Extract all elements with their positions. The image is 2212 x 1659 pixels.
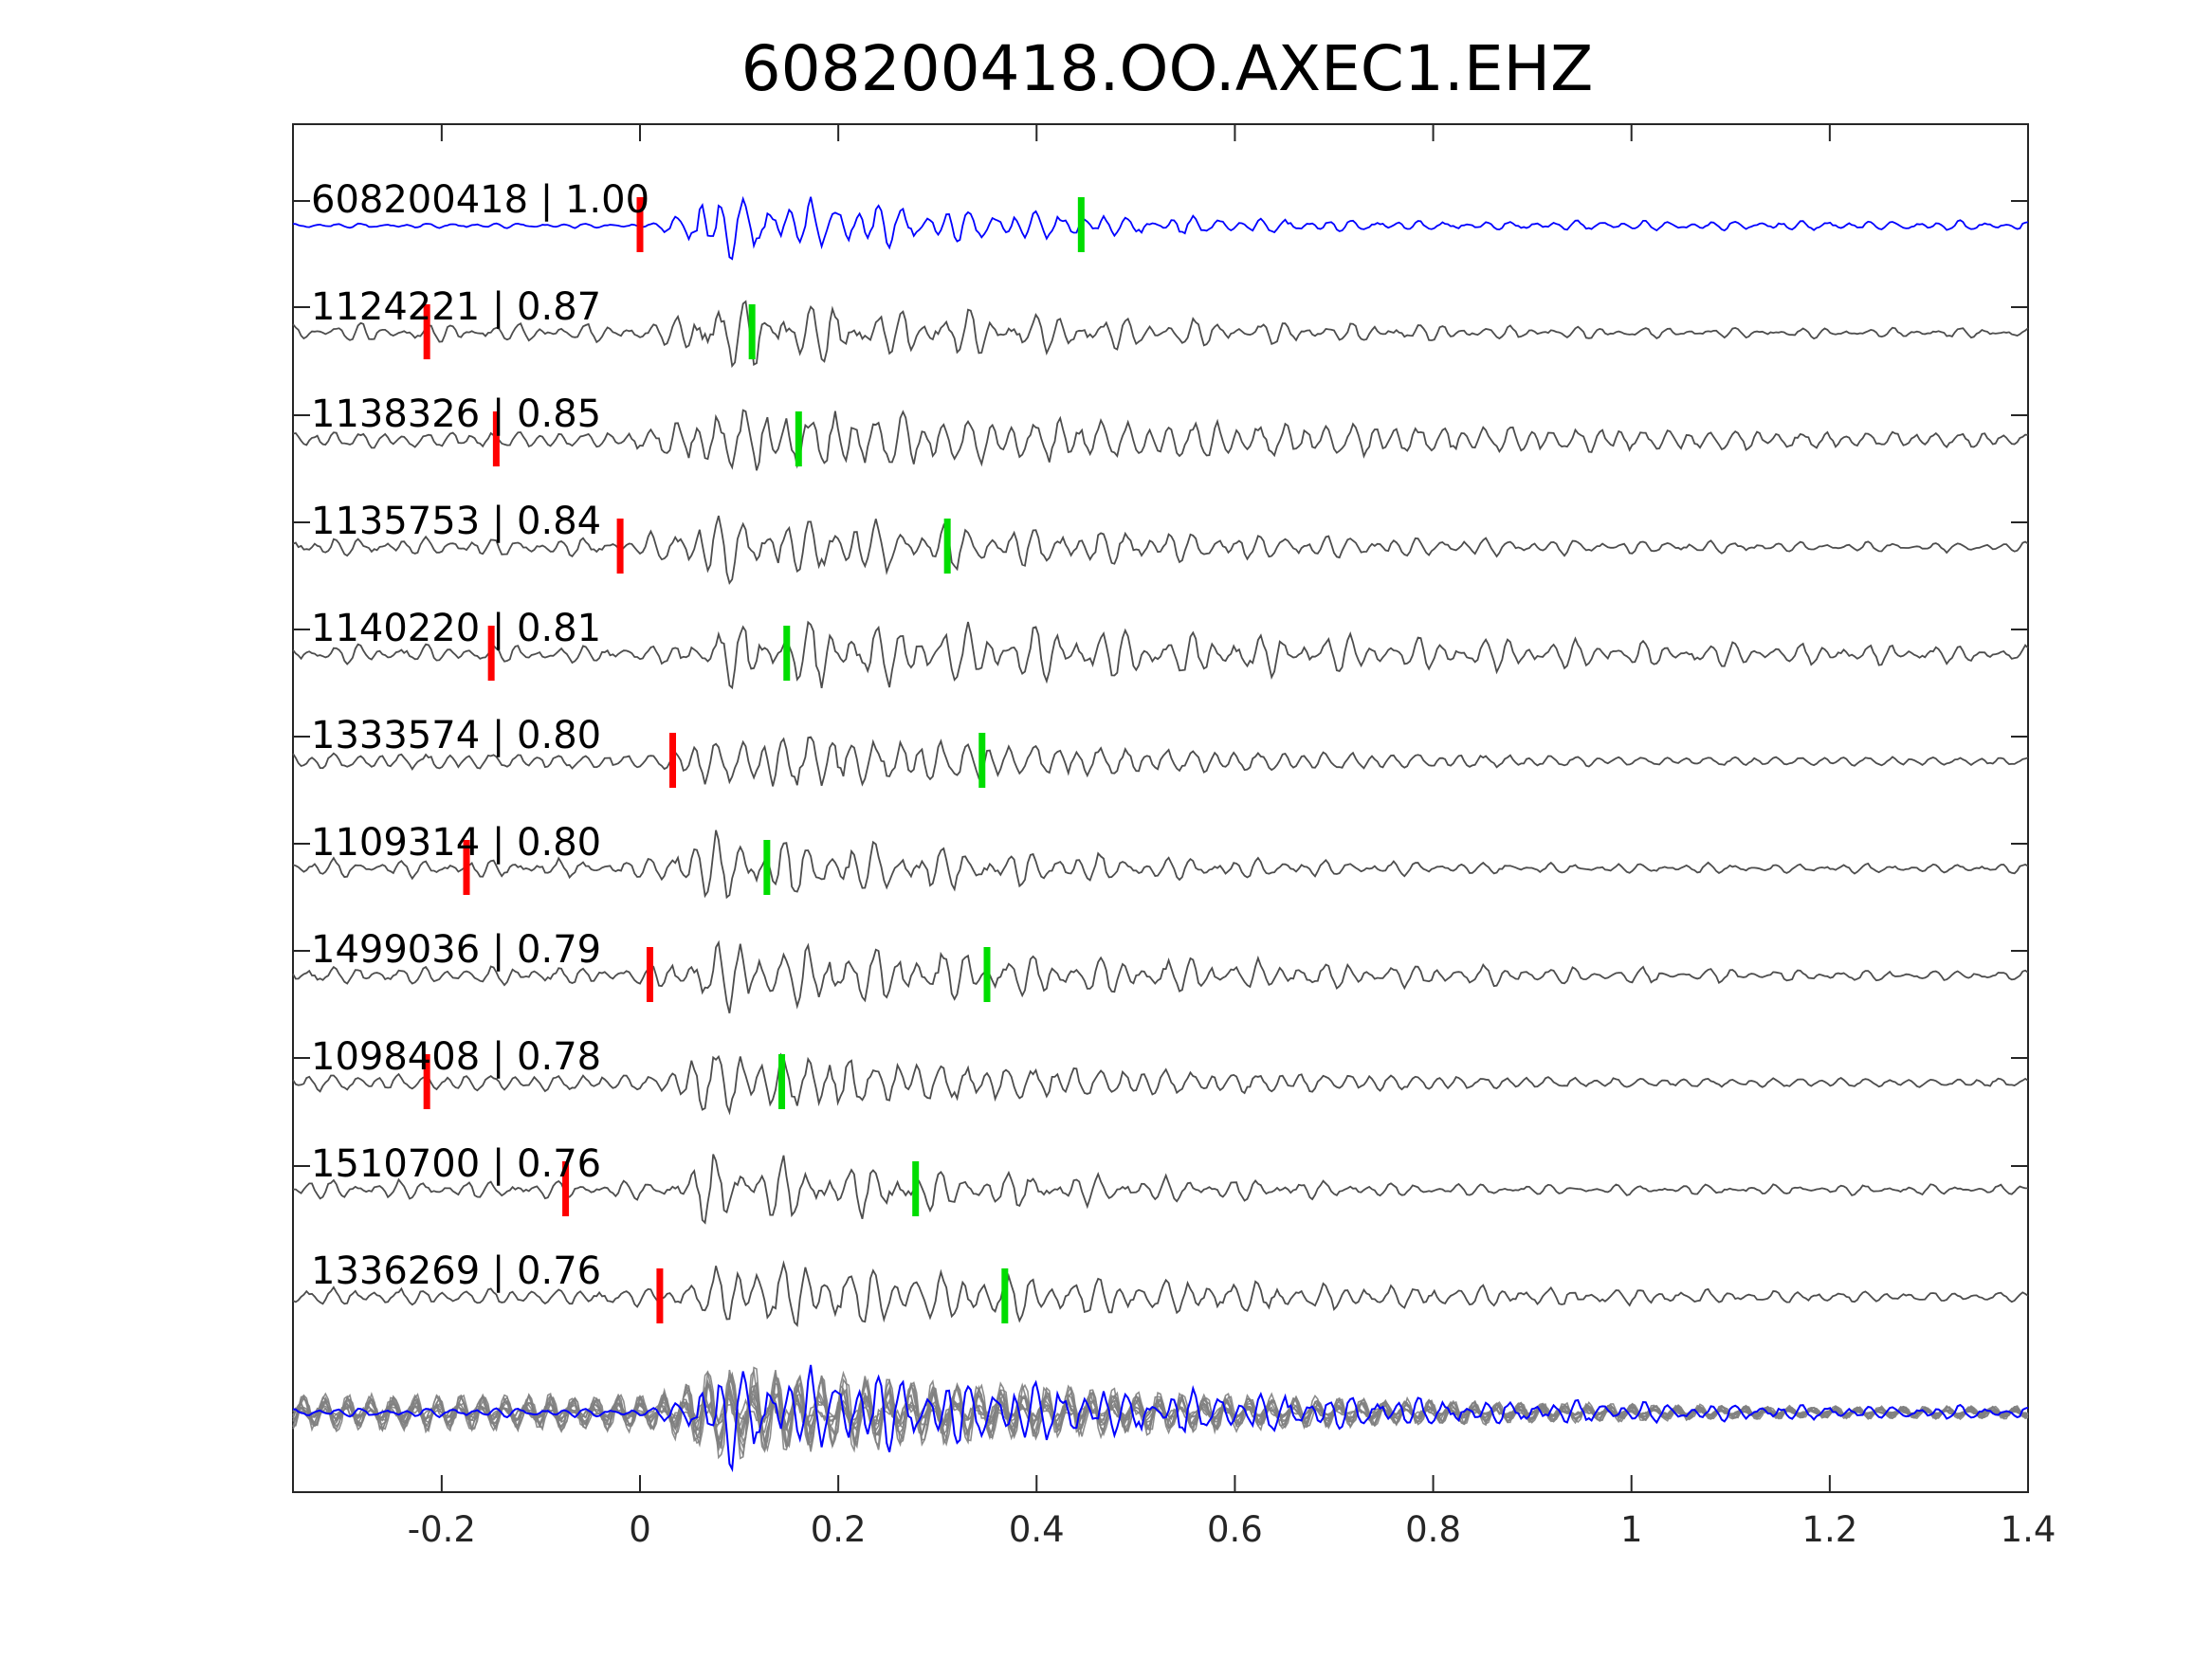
trace-10: 1336269 | 0.76 [292,1249,2029,1327]
trace-line [292,409,2029,471]
trace-line [292,939,2029,1014]
trace-3: 1135753 | 0.84 [292,500,2029,586]
trace-label: 1135753 | 0.84 [311,500,601,543]
trace-line [292,195,2029,261]
trace-4: 1140220 | 0.81 [292,607,2029,690]
trace-6: 1109314 | 0.80 [292,821,2029,900]
trace-group: 608200418 | 1.00 1124221 | 0.87 1138326 | … [292,178,2029,1327]
trace-line [292,515,2029,586]
stack-trace [292,1370,2029,1453]
trace-9: 1510700 | 0.76 [293,1142,2028,1225]
x-tick-label: 0 [629,1509,651,1550]
trace-8: 1098408 | 0.78 [292,1035,2029,1116]
trace-label: 1124221 | 0.87 [311,285,601,329]
trace-line [293,1154,2028,1225]
trace-label: 1109314 | 0.80 [311,821,601,865]
axis-ticks: -0.2 0 0.2 0.4 0.6 0.8 1 1.2 1.4 [293,124,2056,1550]
trace-5: 1333574 | 0.80 [292,714,2029,788]
axes-frame [292,123,2029,1493]
trace-label: 1510700 | 0.76 [311,1142,601,1186]
trace-line [292,620,2029,690]
trace-2: 1138326 | 0.85 [292,392,2029,471]
trace-label: 1336269 | 0.76 [311,1249,601,1293]
x-tick-label: 0.2 [811,1509,867,1550]
stack-template-trace [292,1364,2029,1473]
trace-label: 1499036 | 0.79 [311,928,601,972]
trace-7: 1499036 | 0.79 [292,928,2029,1014]
trace-line [292,830,2029,900]
trace-label: 1138326 | 0.85 [311,392,601,436]
x-tick-label: 1.2 [1801,1509,1857,1550]
trace-label: 1098408 | 0.78 [311,1035,601,1079]
trace-label: 1140220 | 0.81 [311,607,601,650]
trace-0: 608200418 | 1.00 [292,178,2029,261]
trace-label: 1333574 | 0.80 [311,714,601,757]
x-tick-label: 1.4 [2001,1509,2057,1550]
chart-title: 608200418.OO.AXEC1.EHZ [741,32,1594,105]
trace-line [292,1052,2029,1116]
trace-line [292,300,2029,369]
stack-trace [292,1373,2029,1452]
stack-panel [292,1364,2029,1473]
x-tick-label: 0.6 [1207,1509,1263,1550]
trace-line [292,1260,2029,1327]
trace-line [292,736,2029,787]
x-tick-label: 0.8 [1405,1509,1461,1550]
x-tick-label: 0.4 [1009,1509,1065,1550]
x-tick-label: -0.2 [408,1509,476,1550]
trace-label: 608200418 | 1.00 [311,178,649,222]
trace-1: 1124221 | 0.87 [292,285,2029,369]
x-tick-label: 1 [1620,1509,1643,1550]
